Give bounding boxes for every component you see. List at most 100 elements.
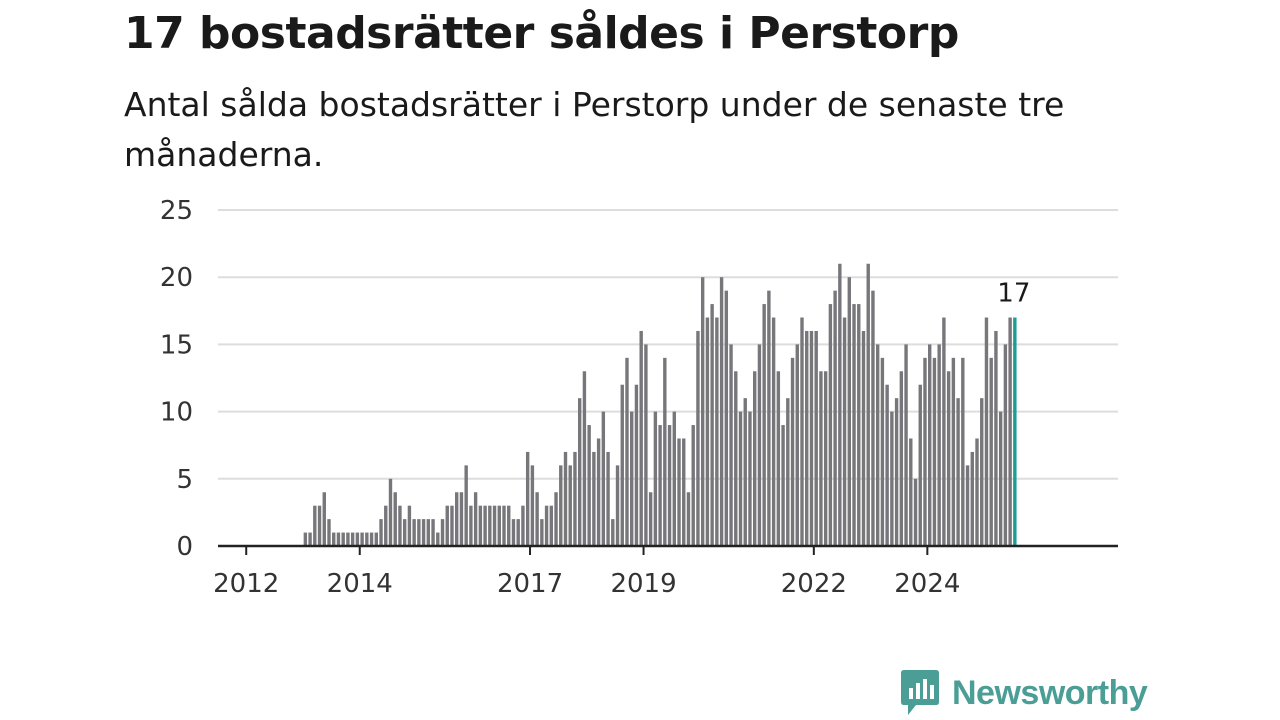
bar (360, 532, 364, 546)
bar (757, 344, 762, 546)
bar (521, 505, 525, 546)
bar (540, 519, 544, 546)
bar (374, 532, 378, 546)
bar (417, 519, 421, 546)
bar (880, 357, 885, 546)
bar (322, 492, 326, 546)
bar (303, 532, 308, 546)
bar (767, 290, 771, 546)
bar (885, 384, 889, 546)
bar (601, 411, 606, 546)
bar (866, 263, 870, 546)
bar (592, 451, 596, 546)
bar (440, 519, 445, 546)
bar (402, 519, 407, 546)
bar (696, 330, 700, 546)
bar (658, 425, 662, 546)
bar (984, 317, 989, 546)
bar (355, 532, 360, 546)
bar (341, 532, 345, 546)
y-tick-label: 25 (160, 196, 193, 226)
bar (587, 425, 591, 546)
bar (781, 425, 785, 546)
bar (809, 330, 814, 546)
bar (795, 344, 799, 546)
x-tick-label: 2014 (327, 569, 393, 599)
bar (998, 411, 1003, 546)
bar (308, 532, 312, 546)
bar (544, 505, 549, 546)
bar (639, 330, 643, 546)
bar (516, 519, 520, 546)
bar (611, 519, 615, 546)
bar (648, 492, 653, 546)
bar (956, 398, 960, 546)
bar (946, 371, 951, 546)
bar (928, 344, 932, 546)
bar (823, 371, 828, 546)
bar (776, 371, 781, 546)
bar (724, 290, 729, 546)
bar (904, 344, 908, 546)
bar-chart: 0 5 10 15 20 25 2012 2014 2017 2019 2022 2024 17 (160, 196, 1118, 599)
bar (568, 465, 572, 546)
bars (303, 263, 1017, 546)
bar (653, 411, 658, 546)
x-tick-label: 2012 (213, 569, 279, 599)
bar (729, 344, 733, 546)
bar (932, 357, 937, 546)
bar (871, 290, 875, 546)
bar (346, 532, 350, 546)
bar (606, 451, 610, 546)
bar (682, 438, 686, 546)
bar (436, 532, 440, 546)
bar (488, 505, 492, 546)
bar (719, 277, 724, 546)
bar (975, 438, 979, 546)
bar (431, 519, 435, 546)
bar (738, 411, 743, 546)
bar (894, 398, 899, 546)
x-tick-label: 2019 (610, 569, 676, 599)
newsworthy-wordmark: Newsworthy (952, 673, 1148, 712)
x-tick-label: 2024 (894, 569, 960, 599)
bar (459, 492, 464, 546)
bar (350, 532, 355, 546)
bar (667, 425, 672, 546)
bar (407, 505, 412, 546)
bar (327, 519, 331, 546)
bar (899, 371, 904, 546)
bar (700, 277, 705, 546)
bar (913, 478, 918, 546)
bar (559, 465, 563, 546)
bar (384, 505, 388, 546)
bar (630, 411, 634, 546)
x-tick-label: 2017 (497, 569, 563, 599)
bar (814, 330, 818, 546)
bar (762, 304, 766, 546)
bar (455, 492, 459, 546)
bar (705, 317, 710, 546)
newsworthy-logo: Newsworthy (900, 668, 1148, 718)
bar (838, 263, 842, 546)
bar (852, 304, 856, 546)
bar (951, 357, 956, 546)
bar (890, 411, 894, 546)
bar (937, 344, 941, 546)
bar (734, 371, 738, 546)
y-tick-label: 0 (176, 532, 193, 562)
bar (450, 505, 454, 546)
bar (961, 357, 965, 546)
bar (492, 505, 497, 546)
bar (753, 371, 757, 546)
bar (847, 277, 851, 546)
bar (478, 505, 483, 546)
bar (875, 344, 880, 546)
bar (691, 425, 695, 546)
bar (686, 492, 691, 546)
latest-value-annotation: 17 (997, 279, 1030, 309)
bar (771, 317, 776, 546)
bar (473, 492, 478, 546)
bar (625, 357, 629, 546)
bar (483, 505, 487, 546)
